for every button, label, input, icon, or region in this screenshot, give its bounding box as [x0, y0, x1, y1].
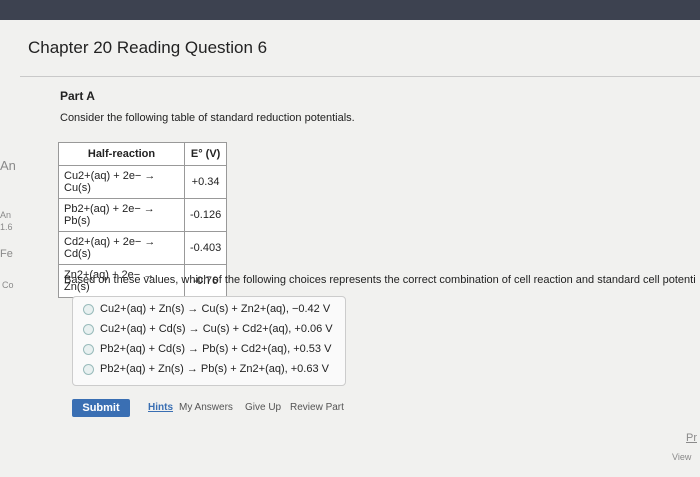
divider	[20, 76, 700, 77]
answer-option[interactable]: Cu2+(aq) + Zn(s) → Cu(s) + Zn2+(aq), −0.…	[83, 303, 330, 315]
radio-button[interactable]	[83, 323, 94, 335]
intro-text: Consider the following table of standard…	[60, 112, 355, 124]
table-cell: +0.34	[183, 165, 228, 199]
side-text[interactable]: Pr	[686, 432, 697, 444]
my-answers-link[interactable]: My Answers	[179, 402, 233, 413]
table-cell: -0.126	[183, 198, 228, 232]
answer-option[interactable]: Pb2+(aq) + Cd(s) → Pb(s) + Cd2+(aq), +0.…	[83, 343, 331, 355]
header-cell: E° (V)	[183, 142, 228, 166]
radio-button[interactable]	[83, 363, 94, 375]
table-cell: Cu2+(aq) + 2e− → Cu(s)	[58, 165, 185, 199]
review-part-link[interactable]: Review Part	[290, 402, 344, 413]
table-row: Cd2+(aq) + 2e− → Cd(s) -0.403	[58, 231, 228, 265]
side-text: View	[672, 452, 692, 462]
table-cell: Zn2+(aq) + 2e− → Zn(s)	[58, 264, 185, 298]
question-text: Based on these values, which of the foll…	[64, 274, 696, 286]
potentials-table: Half-reaction E° (V) Cu2+(aq) + 2e− → Cu(…	[58, 142, 228, 298]
give-up-link[interactable]: Give Up	[245, 402, 282, 413]
option-text: Cu2+(aq) + Cd(s) → Cu(s) + Cd2+(aq), +0.…	[100, 323, 333, 335]
option-text: Pb2+(aq) + Zn(s) → Pb(s) + Zn2+(aq), +0.…	[100, 363, 329, 375]
page-title: Chapter 20 Reading Question 6	[28, 38, 268, 57]
side-text: 1.6	[0, 222, 13, 232]
options-box: Cu2+(aq) + Zn(s) → Cu(s) + Zn2+(aq), −0.…	[72, 296, 346, 386]
answer-option[interactable]: Pb2+(aq) + Zn(s) → Pb(s) + Zn2+(aq), +0.…	[83, 363, 329, 375]
submit-button[interactable]: Submit	[72, 399, 130, 417]
side-text: An	[0, 210, 12, 220]
top-bar	[0, 0, 700, 20]
table-cell: Pb2+(aq) + 2e− → Pb(s)	[58, 198, 185, 232]
table-header: Half-reaction E° (V)	[58, 142, 228, 166]
side-text: An	[0, 158, 16, 173]
table-cell: -0.76	[183, 264, 228, 298]
table-cell: Cd2+(aq) + 2e− → Cd(s)	[58, 231, 185, 265]
table-cell: -0.403	[183, 231, 228, 265]
header-cell: Half-reaction	[58, 142, 185, 166]
option-text: Pb2+(aq) + Cd(s) → Pb(s) + Cd2+(aq), +0.…	[100, 343, 332, 355]
answer-option[interactable]: Cu2+(aq) + Cd(s) → Cu(s) + Cd2+(aq), +0.…	[83, 323, 333, 335]
table-row: Zn2+(aq) + 2e− → Zn(s) -0.76	[58, 264, 228, 298]
radio-button[interactable]	[83, 303, 94, 315]
side-text: Co	[2, 280, 14, 290]
hints-link[interactable]: Hints	[148, 402, 173, 413]
option-text: Cu2+(aq) + Zn(s) → Cu(s) + Zn2+(aq), −0.…	[100, 303, 331, 315]
radio-button[interactable]	[83, 343, 94, 355]
table-row: Pb2+(aq) + 2e− → Pb(s) -0.126	[58, 198, 228, 232]
table-row: Cu2+(aq) + 2e− → Cu(s) +0.34	[58, 165, 228, 199]
part-label: Part A	[60, 89, 95, 103]
side-text: Fe	[0, 248, 13, 260]
